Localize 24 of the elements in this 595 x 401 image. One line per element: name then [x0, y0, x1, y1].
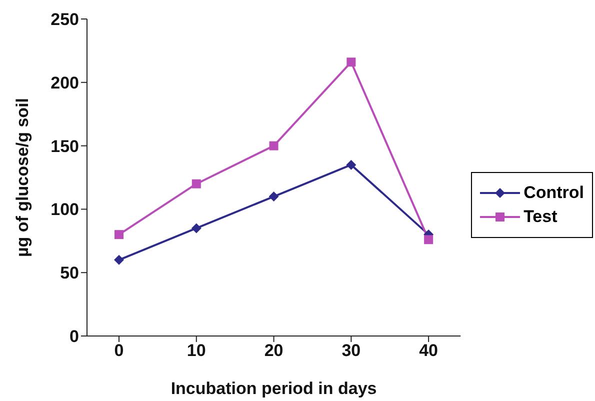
point: [346, 160, 356, 170]
point: [191, 223, 202, 234]
legend-label: Test: [524, 206, 558, 226]
point: [346, 58, 356, 67]
point: [424, 235, 434, 244]
y-tick-label: 150: [50, 136, 79, 156]
y-tick-label: 0: [70, 327, 79, 346]
x-tick-label: 10: [186, 341, 206, 360]
x-tick-label: 0: [114, 341, 124, 360]
x-tick-label: 20: [264, 341, 284, 360]
x-tick-label: 30: [342, 341, 361, 360]
point: [192, 179, 201, 188]
y-axis-title: µg of glucose/g soil: [13, 98, 32, 258]
point: [114, 254, 124, 265]
point: [268, 192, 279, 202]
y-tick-label: 100: [50, 200, 79, 220]
x-tick-label: 40: [419, 341, 438, 360]
legend-label: Control: [524, 182, 584, 202]
point: [269, 141, 278, 150]
y-tick-label: 250: [50, 10, 79, 30]
y-tick-label: 50: [60, 264, 79, 283]
x-axis-title: Incubation period in days: [170, 379, 377, 398]
point: [114, 230, 124, 240]
y-tick-label: 200: [50, 73, 79, 92]
